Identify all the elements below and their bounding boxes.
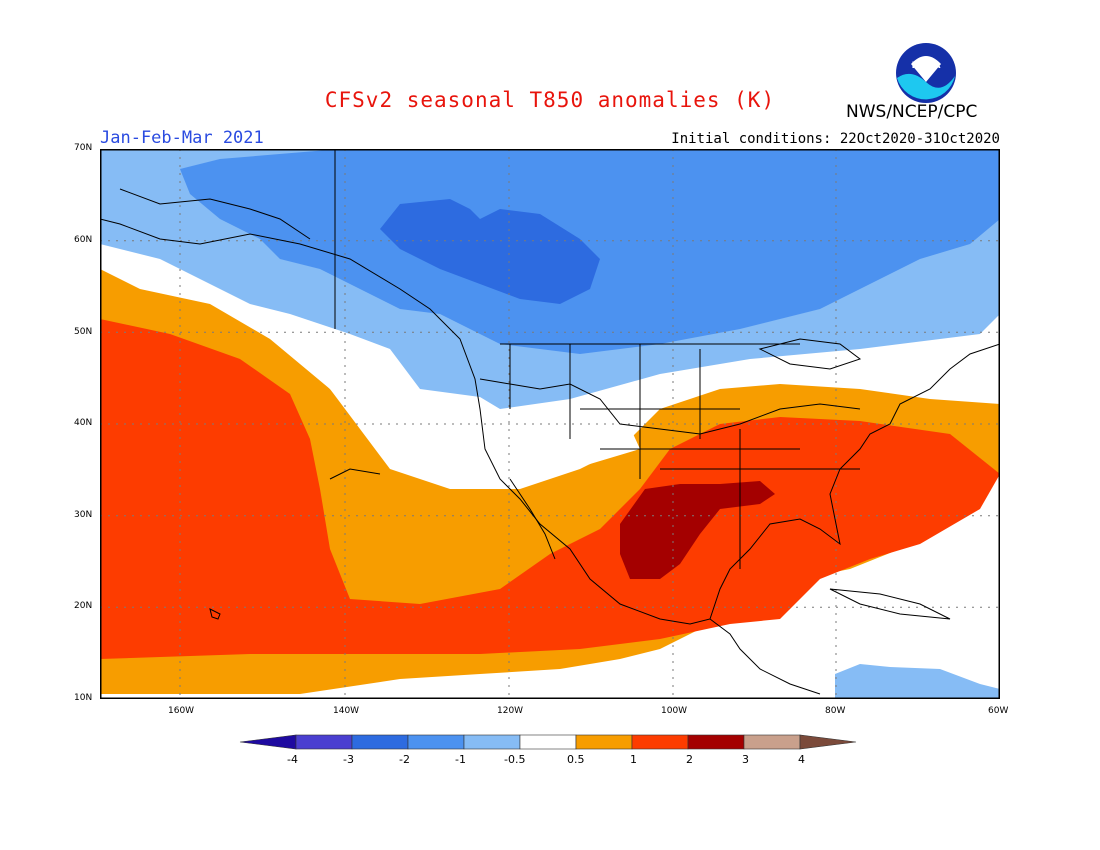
lat-label-70n: 70N [74, 143, 93, 153]
colorbar-label: 2 [686, 753, 693, 766]
colorbar-swatch [351, 734, 409, 750]
coastlines [100, 149, 1000, 695]
lon-label-100w: 100W [661, 706, 688, 716]
lon-label-80w: 80W [825, 706, 846, 716]
anomaly-region-cold-dark [380, 199, 600, 304]
colorbar-label: -0.5 [504, 753, 526, 766]
anomaly-region-warm-dark [620, 481, 775, 579]
anomaly-region-warm-medium [100, 319, 1000, 659]
colorbar-swatch [687, 734, 745, 750]
lat-label-20n: 20N [74, 601, 93, 611]
colorbar-label: 3 [742, 753, 749, 766]
graticule [100, 149, 1000, 699]
lat-label-40n: 40N [74, 418, 93, 428]
colorbar-arrow-high [799, 734, 857, 750]
colorbar-label: 4 [798, 753, 805, 766]
colorbar-arrow-low [239, 734, 297, 750]
lat-label-30n: 30N [74, 510, 93, 520]
initial-conditions-label: Initial conditions: 22Oct2020-31Oct2020 [671, 131, 1000, 147]
colorbar-swatch [519, 734, 577, 750]
colorbar [239, 734, 857, 750]
colorbar-swatch [463, 734, 521, 750]
colorbar-label: 1 [630, 753, 637, 766]
lon-label-140w: 140W [333, 706, 360, 716]
colorbar-swatch [631, 734, 689, 750]
colorbar-label: -4 [287, 753, 298, 766]
colorbar-swatch [407, 734, 465, 750]
anomaly-region-cold-caribbean [835, 664, 1000, 699]
colorbar-swatch [575, 734, 633, 750]
anomaly-region-neutral-west [290, 339, 640, 469]
colorbar-label: -1 [455, 753, 466, 766]
period-label: Jan-Feb-Mar 2021 [100, 128, 264, 148]
lat-label-50n: 50N [74, 327, 93, 337]
agency-label: NWS/NCEP/CPC [846, 102, 978, 122]
lon-label-120w: 120W [497, 706, 524, 716]
lat-label-60n: 60N [74, 235, 93, 245]
noaa-logo-text: NOAA [912, 61, 941, 71]
lat-label-10n: 10N [74, 693, 93, 703]
anomaly-map [100, 149, 1000, 699]
colorbar-swatch [295, 734, 353, 750]
colorbar-swatches [239, 734, 857, 750]
lon-label-160w: 160W [168, 706, 195, 716]
colorbar-label: -3 [343, 753, 354, 766]
colorbar-label: 0.5 [567, 753, 585, 766]
noaa-logo: NOAA [895, 42, 957, 104]
map-title: CFSv2 seasonal T850 anomalies (K) [324, 88, 776, 112]
lon-label-60w: 60W [988, 706, 1009, 716]
colorbar-label: -2 [399, 753, 410, 766]
colorbar-swatch [743, 734, 801, 750]
